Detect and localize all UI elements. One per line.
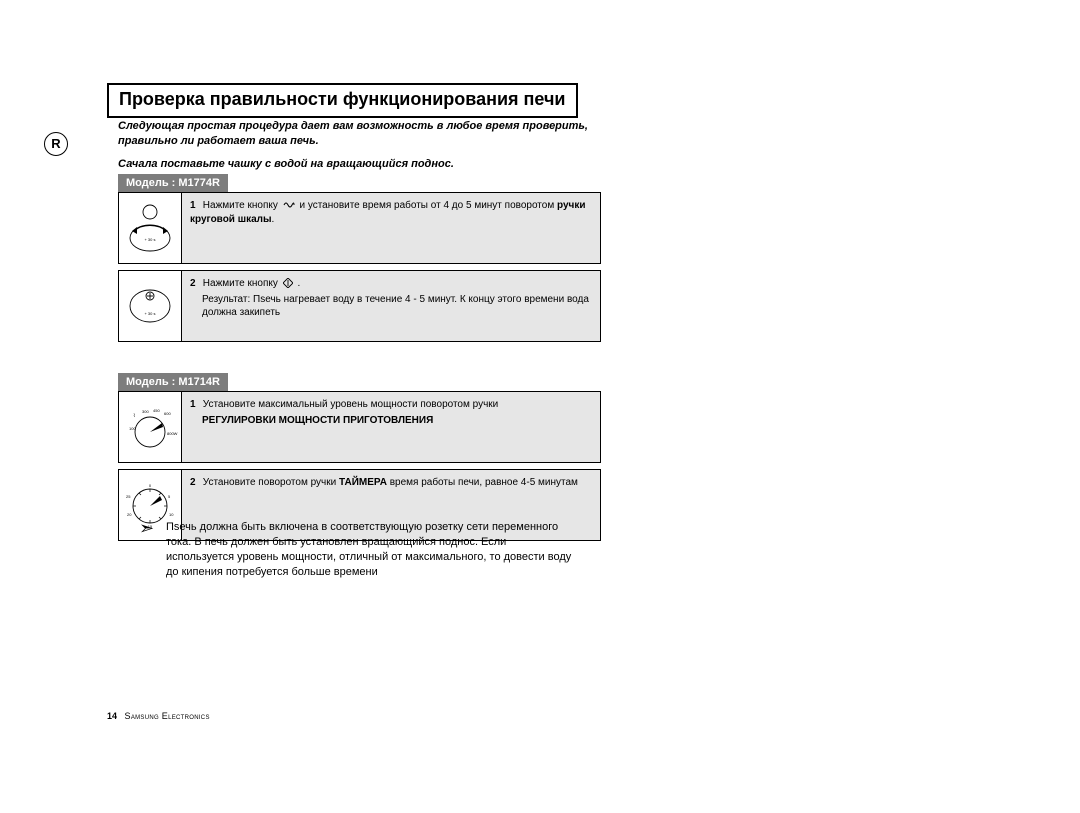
note-arrow-icon: ➣ [139,518,154,539]
step-number: 2 [190,476,200,490]
page-footer: 14 Samsung Electronics [107,711,210,721]
svg-text:450: 450 [153,408,160,413]
page-root: R Проверка правильности функционирования… [0,0,1080,813]
model-1-label: Модель : M1774R [118,174,228,192]
step-number: 1 [190,199,200,213]
svg-text:5: 5 [168,494,171,499]
model-1-steps-table: + 30 s 1 Нажмите кнопку и установите вре… [118,192,601,342]
model-1-step-2-icon: + 30 s [119,271,182,342]
model-2-label: Модель : M1714R [118,373,228,391]
footer-brand: Samsung Electronics [125,711,210,721]
table-row: + 30 s 2 Нажмите кнопку . Результат: Пsе… [119,271,601,342]
text-fragment: время работы печи, равное 4-5 минутам [390,477,578,488]
svg-text:600: 600 [164,411,171,416]
model-2-step-1-text: 1 Установите максимальный уровень мощнос… [182,392,601,463]
svg-text:25: 25 [126,494,131,499]
svg-text:0: 0 [149,483,152,488]
text-fragment: Установите максимальный уровень мощности… [203,399,499,410]
note-text: Пsечь должна быть включена в соответству… [166,520,576,579]
step-number: 1 [190,398,200,412]
svg-text:800W: 800W [167,431,178,436]
intro-p2: Сачала поставьте чашку с водой на вращаю… [118,157,588,172]
svg-text:10: 10 [169,512,174,517]
svg-text:100: 100 [129,426,136,431]
svg-text:20: 20 [127,512,132,517]
model-1-step-2-text: 2 Нажмите кнопку . Результат: Пsечь нагр… [182,271,601,342]
step-number: 2 [190,277,200,291]
dial-with-arrows-icon: + 30 s [120,201,180,255]
text-fragment: Установите поворотом ручки [203,477,339,488]
result-text: Пsечь нагревает воду в течение 4 - 5 мин… [202,294,589,319]
result-label: Результат: [202,294,250,305]
model-2-steps-table: ⌇ 300 450 600 100 800W 1 Установите макс… [118,391,601,541]
text-bold: РЕГУЛИРОВКИ МОЩНОСТИ ПРИГОТОВЛЕНИЯ [190,414,592,428]
table-row: + 30 s 1 Нажмите кнопку и установите вре… [119,193,601,264]
start-icon [283,278,293,288]
dial-start-icon: + 30 s [120,279,180,333]
svg-text:+ 30 s: + 30 s [144,237,155,242]
text-fragment: и установите время работы от 4 до 5 мину… [299,200,557,211]
intro-p1: Следующая простая процедура дает вам воз… [118,119,588,149]
model-1-step-1-text: 1 Нажмите кнопку и установите время рабо… [182,193,601,264]
text-fragment: . [297,278,300,289]
model-2-step-1-icon: ⌇ 300 450 600 100 800W [119,392,182,463]
region-badge: R [44,132,68,156]
svg-text:300: 300 [142,409,149,414]
table-row: ⌇ 300 450 600 100 800W 1 Установите макс… [119,392,601,463]
text-fragment: Нажмите кнопку [203,278,281,289]
power-dial-icon: ⌇ 300 450 600 100 800W [120,400,180,454]
model-1-step-1-icon: + 30 s [119,193,182,264]
page-number: 14 [107,711,117,721]
text-fragment: Нажмите кнопку [203,200,281,211]
page-title: Проверка правильности функционирования п… [107,83,578,118]
text-bold: ТАЙМЕРА [339,477,387,488]
svg-text:⌇: ⌇ [133,413,135,419]
microwave-mode-icon [283,200,295,210]
svg-text:+ 30 s: + 30 s [144,311,155,316]
text-fragment: . [272,214,275,225]
intro-block: Следующая простая процедура дает вам воз… [118,119,588,180]
